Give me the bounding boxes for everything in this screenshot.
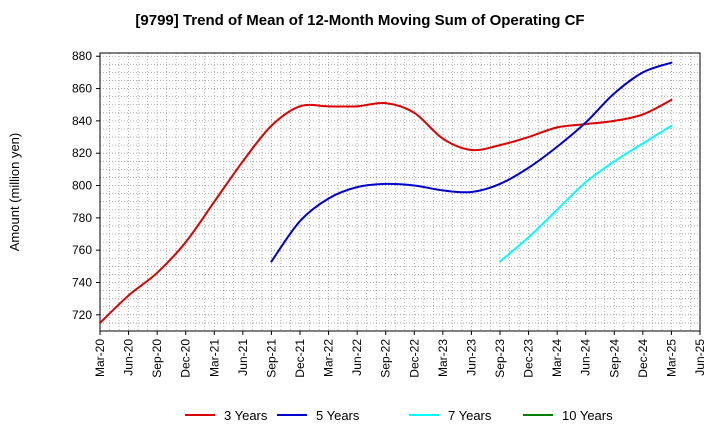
x-tick-label: Jun-22 bbox=[350, 339, 364, 376]
plot-frame bbox=[99, 52, 701, 332]
y-axis-label: Amount (million yen) bbox=[7, 133, 22, 252]
x-tick-label: Mar-20 bbox=[93, 339, 107, 377]
x-tick-label: Dec-20 bbox=[179, 339, 193, 378]
x-tick-label: Mar-25 bbox=[664, 339, 678, 377]
y-tick-label: 840 bbox=[72, 114, 92, 128]
y-tick-label: 740 bbox=[72, 276, 92, 290]
series-line-3-years bbox=[99, 98, 673, 324]
grid bbox=[100, 53, 700, 331]
y-tick-label: 800 bbox=[72, 179, 92, 193]
y-tick-label: 780 bbox=[72, 211, 92, 225]
x-tick-label: Jun-20 bbox=[122, 339, 136, 376]
series-line-7-years bbox=[499, 124, 673, 263]
x-tick-label: Dec-23 bbox=[522, 339, 536, 378]
x-tick-label: Dec-22 bbox=[407, 339, 421, 378]
legend-label-7-years: 7 Years bbox=[448, 408, 492, 423]
x-tick-label: Mar-23 bbox=[436, 339, 450, 377]
x-tick-label: Sep-20 bbox=[150, 339, 164, 378]
x-tick-label: Jun-24 bbox=[579, 339, 593, 376]
y-tick-label: 760 bbox=[72, 243, 92, 257]
x-tick-label: Mar-22 bbox=[322, 339, 336, 377]
x-tick-label: Sep-22 bbox=[379, 339, 393, 378]
y-tick-label: 720 bbox=[72, 308, 92, 322]
legend-label-3-years: 3 Years bbox=[224, 408, 268, 423]
y-tick-label: 860 bbox=[72, 82, 92, 96]
y-axis: 720 740 760 780 800 820 840 860 880 bbox=[72, 49, 100, 322]
x-tick-label: Dec-24 bbox=[636, 339, 650, 378]
y-tick-label: 880 bbox=[72, 49, 92, 63]
legend-label-10-years: 10 Years bbox=[562, 408, 613, 423]
series-line-5-years bbox=[270, 61, 673, 263]
x-tick-label: Mar-21 bbox=[207, 339, 221, 377]
x-tick-label: Mar-24 bbox=[550, 339, 564, 377]
legend-label-5-years: 5 Years bbox=[316, 408, 360, 423]
x-tick-label: Sep-23 bbox=[493, 339, 507, 378]
x-tick-label: Jun-25 bbox=[693, 339, 707, 376]
x-tick-label: Jun-23 bbox=[464, 339, 478, 376]
plot-area-border bbox=[99, 52, 701, 332]
x-tick-label: Dec-21 bbox=[293, 339, 307, 378]
chart-title: [9799] Trend of Mean of 12-Month Moving … bbox=[135, 12, 585, 29]
y-tick-label: 820 bbox=[72, 146, 92, 160]
series-lines bbox=[99, 61, 673, 324]
legend: 3 Years 5 Years 7 Years 10 Years bbox=[185, 408, 613, 423]
x-tick-label: Sep-24 bbox=[607, 339, 621, 378]
x-axis: Mar-20 Jun-20 Sep-20 Dec-20 Mar-21 Jun-21 Sep-… bbox=[93, 331, 707, 378]
x-tick-label: Jun-21 bbox=[236, 339, 250, 376]
x-tick-label: Sep-21 bbox=[264, 339, 278, 378]
